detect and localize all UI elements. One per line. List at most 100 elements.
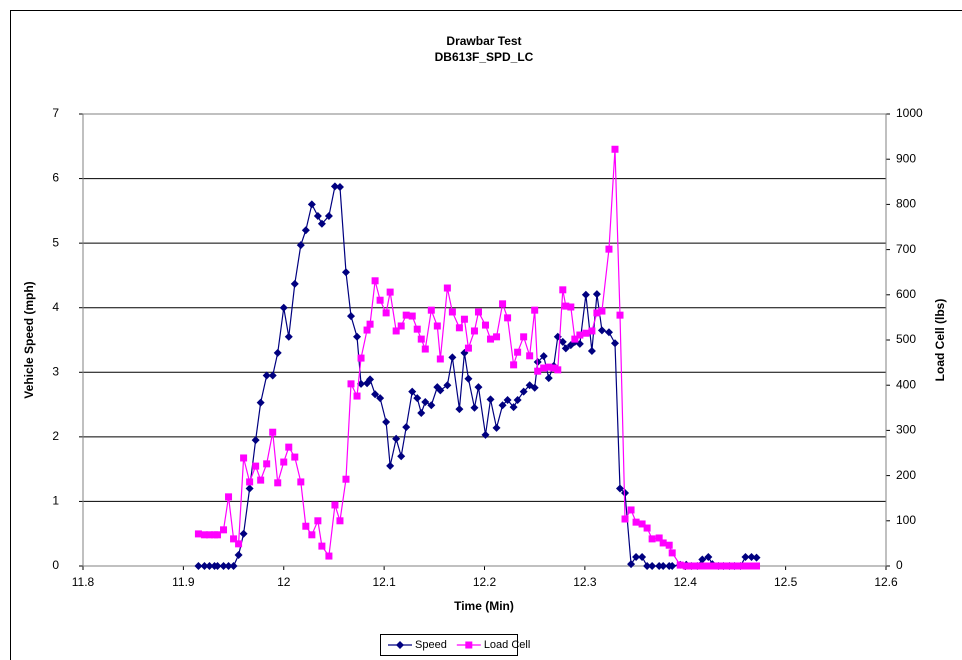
data-point xyxy=(588,327,596,335)
data-point xyxy=(285,443,293,451)
data-point xyxy=(638,520,646,528)
data-point xyxy=(397,452,406,461)
data-point xyxy=(632,518,640,526)
data-point xyxy=(519,387,528,396)
data-point xyxy=(648,535,656,543)
data-point xyxy=(460,315,468,323)
data-point xyxy=(417,335,425,343)
data-point xyxy=(402,423,411,432)
data-point xyxy=(229,562,238,570)
data-point xyxy=(318,542,326,550)
data-point xyxy=(230,535,238,543)
data-point xyxy=(747,562,755,570)
x-tick-label: 12.3 xyxy=(573,575,597,589)
data-point xyxy=(534,367,542,375)
data-point xyxy=(307,200,316,209)
data-point xyxy=(353,332,362,341)
y-axis-title: Vehicle Speed (mph) xyxy=(22,281,36,398)
data-point xyxy=(687,562,695,570)
data-point xyxy=(665,541,673,549)
data-point xyxy=(256,398,265,407)
data-point xyxy=(436,386,445,395)
data-point xyxy=(464,344,472,352)
data-point xyxy=(296,241,305,250)
data-point xyxy=(366,320,374,328)
data-point xyxy=(514,348,522,356)
data-point xyxy=(719,562,727,570)
x-tick-label: 12.4 xyxy=(674,575,698,589)
data-point xyxy=(567,303,575,311)
data-point xyxy=(604,328,613,337)
data-point xyxy=(213,562,222,570)
data-point xyxy=(268,371,277,380)
data-point xyxy=(520,333,528,341)
data-point xyxy=(291,453,299,461)
legend-marker xyxy=(465,641,473,649)
x-tick-label: 12.1 xyxy=(372,575,396,589)
data-point xyxy=(234,551,243,560)
data-point xyxy=(582,329,590,337)
data-point xyxy=(317,219,326,228)
data-point xyxy=(464,374,473,383)
data-point xyxy=(335,182,344,191)
y2-tick-label: 600 xyxy=(896,287,916,301)
data-point xyxy=(504,314,512,322)
data-point xyxy=(509,403,518,412)
data-point xyxy=(530,383,539,392)
data-point xyxy=(638,552,647,561)
y2-tick-label: 1000 xyxy=(896,106,923,120)
data-point xyxy=(341,268,350,277)
data-point xyxy=(592,290,601,299)
plot-area xyxy=(82,113,887,567)
y-tick-label: 1 xyxy=(52,494,59,508)
y-tick-label: 3 xyxy=(52,364,59,378)
chart-border xyxy=(10,10,962,660)
x-tick-label: 12.2 xyxy=(473,575,497,589)
data-point xyxy=(655,562,664,570)
y2-tick-label: 900 xyxy=(896,151,916,165)
data-point xyxy=(676,561,684,569)
chart-title: Drawbar Test xyxy=(446,34,521,48)
data-point xyxy=(554,366,562,374)
data-point xyxy=(376,394,385,403)
data-point xyxy=(436,355,444,363)
data-point xyxy=(531,306,539,314)
data-point xyxy=(448,308,456,316)
data-point xyxy=(366,375,375,384)
legend-marker xyxy=(396,641,404,649)
y-tick-label: 4 xyxy=(52,300,59,314)
data-point xyxy=(526,352,534,360)
data-point xyxy=(597,326,606,335)
y2-tick-label: 300 xyxy=(896,423,916,437)
data-point xyxy=(540,364,548,372)
y2-tick-label: 500 xyxy=(896,332,916,346)
data-point xyxy=(421,345,429,353)
data-point xyxy=(257,476,265,484)
data-point xyxy=(558,337,567,346)
data-point xyxy=(747,552,756,561)
data-point xyxy=(632,552,641,561)
data-point xyxy=(698,562,706,570)
x-tick-label: 12.5 xyxy=(774,575,798,589)
data-point xyxy=(219,562,228,570)
data-point xyxy=(386,288,394,296)
data-point xyxy=(363,326,371,334)
x-tick-label: 11.9 xyxy=(172,575,195,589)
data-point xyxy=(704,562,712,570)
data-point xyxy=(357,354,365,362)
data-point xyxy=(562,302,570,310)
data-point xyxy=(561,344,570,353)
data-point xyxy=(474,308,482,316)
data-point xyxy=(455,324,463,332)
y2-tick-label: 100 xyxy=(896,513,916,527)
x-axis-title: Time (Min) xyxy=(454,599,514,613)
data-point xyxy=(482,321,490,329)
data-point xyxy=(714,562,722,570)
data-point xyxy=(269,428,277,436)
data-point xyxy=(214,531,222,539)
data-point xyxy=(643,524,651,532)
data-point xyxy=(730,562,738,570)
data-point xyxy=(753,562,761,570)
data-point xyxy=(493,333,501,341)
